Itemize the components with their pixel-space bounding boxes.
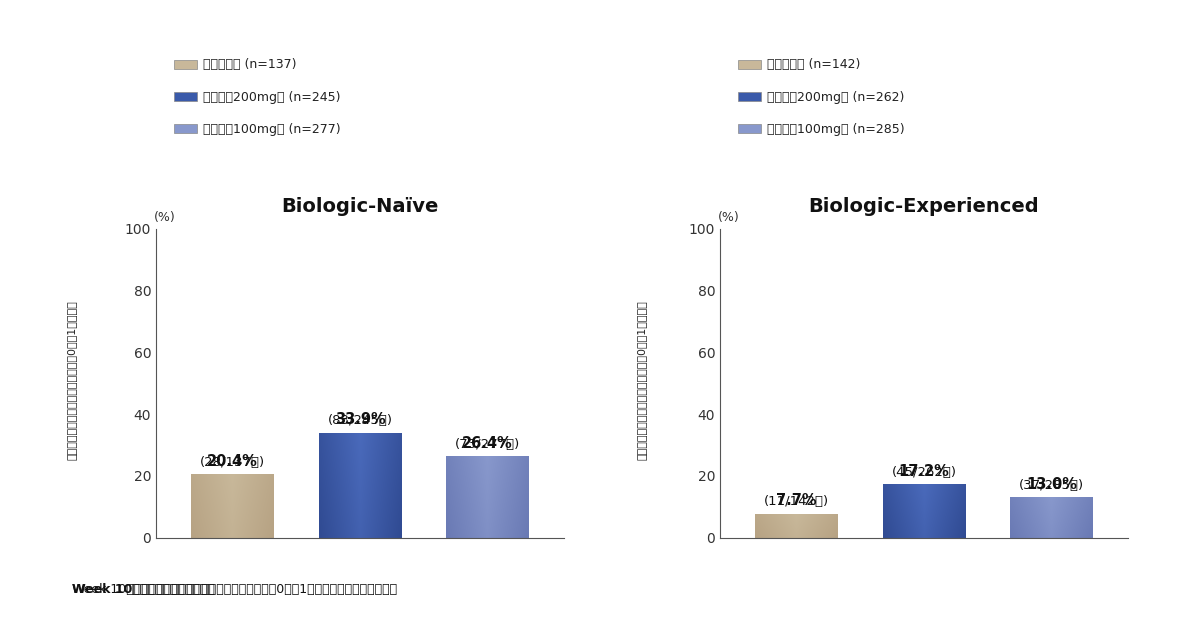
Text: プラセボ群 (n=137): プラセボ群 (n=137) (203, 58, 296, 72)
Text: ジセレカ200mg群 (n=262): ジセレカ200mg群 (n=262) (767, 90, 904, 104)
Text: ジセレカ100mg群 (n=277): ジセレカ100mg群 (n=277) (203, 122, 341, 136)
Title: Biologic-Naïve: Biologic-Naïve (281, 197, 439, 216)
Text: 13.0%: 13.0% (1026, 477, 1078, 492)
Text: Week 10時点での内視鏡的改善：内視鏡サブスコアが0又は1（中央判定）であった場合: Week 10時点での内視鏡的改善：内視鏡サブスコアが0又は1（中央判定）であっ… (72, 583, 397, 596)
Text: ジセレカ100mg群 (n=285): ジセレカ100mg群 (n=285) (767, 122, 905, 136)
Text: 内視鏡的改善率（内視鏡サブスコア0又は1達成率）: 内視鏡的改善率（内視鏡サブスコア0又は1達成率） (67, 300, 77, 460)
Text: 内視鏡的改善率（内視鏡サブスコア0又は1達成率）: 内視鏡的改善率（内視鏡サブスコア0又は1達成率） (637, 300, 647, 460)
Text: 7.7%: 7.7% (776, 493, 817, 508)
Text: (%): (%) (154, 211, 175, 224)
Text: 33.9%: 33.9% (335, 412, 385, 428)
Text: 26.4%: 26.4% (462, 436, 512, 451)
Text: ジセレカ200mg群 (n=245): ジセレカ200mg群 (n=245) (203, 90, 341, 104)
Text: (11/142例): (11/142例) (764, 480, 829, 508)
Text: 17.2%: 17.2% (899, 464, 949, 479)
Title: Biologic-Experienced: Biologic-Experienced (809, 197, 1039, 216)
Text: (73/277例): (73/277例) (455, 423, 520, 451)
Text: (28/137例): (28/137例) (200, 441, 265, 469)
Text: Week 10時点での内視鏡的改善：: Week 10時点での内視鏡的改善： (72, 583, 215, 596)
Text: (%): (%) (718, 211, 739, 224)
Text: (45/262例): (45/262例) (892, 451, 956, 479)
Text: 20.4%: 20.4% (208, 454, 258, 469)
Text: (83/245例): (83/245例) (328, 399, 392, 428)
Text: (37/285例): (37/285例) (1019, 464, 1084, 492)
Text: プラセボ群 (n=142): プラセボ群 (n=142) (767, 58, 860, 72)
